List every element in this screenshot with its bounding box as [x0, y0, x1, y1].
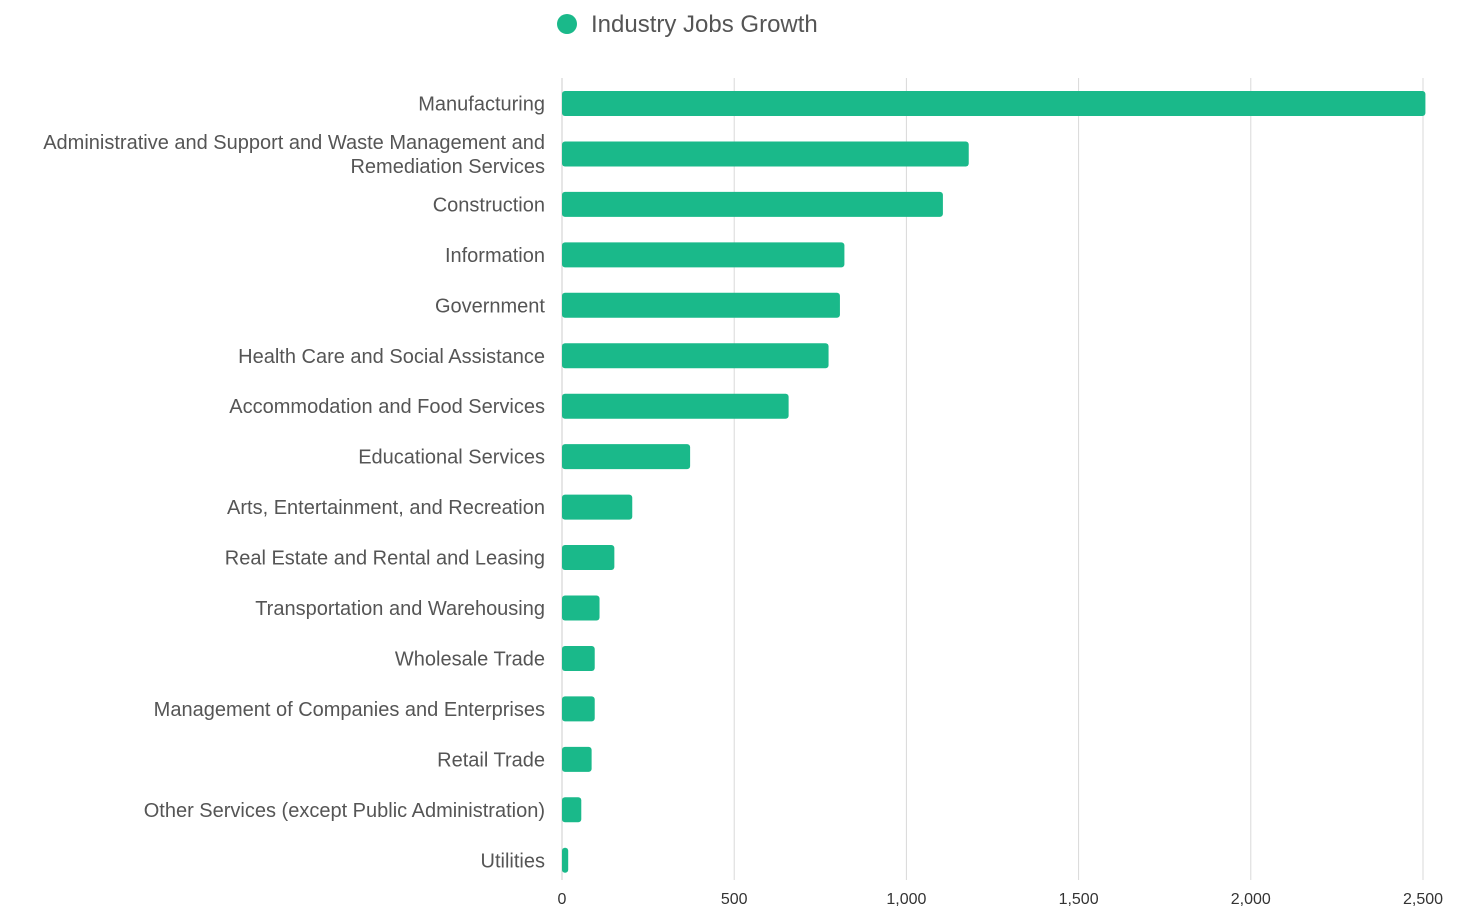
category-label: Retail Trade [437, 749, 545, 771]
bar[interactable] [562, 191, 943, 217]
x-tick-label: 0 [558, 891, 567, 908]
bar[interactable] [562, 696, 595, 722]
category-label: Manufacturing [418, 94, 545, 116]
category-label: Wholesale Trade [395, 648, 545, 670]
category-label: Construction [433, 194, 545, 216]
x-axis-ticks: 0 500 1,000 1,500 2,000 2,500 [558, 891, 1444, 908]
bar[interactable] [562, 494, 633, 520]
bars [562, 91, 1426, 873]
bar[interactable] [562, 847, 569, 873]
x-tick-label: 500 [721, 891, 748, 908]
category-label: Management of Companies and Enterprises [154, 699, 545, 721]
bar[interactable] [562, 91, 1426, 116]
x-tick-label: 1,000 [886, 891, 926, 908]
bar[interactable] [562, 595, 600, 621]
legend: Industry Jobs Growth [557, 11, 818, 38]
bar[interactable] [562, 545, 615, 571]
category-label: Utilities [481, 850, 545, 872]
bar[interactable] [562, 797, 582, 823]
category-label: Other Services (except Public Administra… [144, 800, 545, 822]
bar[interactable] [562, 292, 840, 318]
category-label: Accommodation and Food Services [229, 396, 545, 418]
bar[interactable] [562, 746, 592, 772]
category-label: Remediation Services [350, 156, 545, 178]
bar[interactable] [562, 242, 845, 268]
category-label: Arts, Entertainment, and Recreation [227, 497, 545, 519]
x-tick-label: 2,500 [1403, 891, 1443, 908]
category-label: Real Estate and Rental and Leasing [225, 548, 545, 570]
x-tick-label: 2,000 [1231, 891, 1271, 908]
bar[interactable] [562, 343, 829, 369]
category-label: Transportation and Warehousing [255, 598, 545, 620]
legend-label: Industry Jobs Growth [591, 11, 818, 38]
bar[interactable] [562, 393, 789, 419]
bar[interactable] [562, 141, 969, 167]
category-labels: Manufacturing Administrative and Support … [43, 94, 545, 873]
category-label: Administrative and Support and Waste Man… [43, 132, 545, 154]
category-label: Information [445, 245, 545, 267]
bar[interactable] [562, 444, 691, 470]
category-label: Government [435, 295, 545, 317]
bar[interactable] [562, 645, 595, 671]
legend-swatch-icon [557, 14, 577, 34]
category-label: Health Care and Social Assistance [238, 346, 545, 368]
category-label: Educational Services [358, 447, 545, 469]
x-tick-label: 1,500 [1059, 891, 1099, 908]
